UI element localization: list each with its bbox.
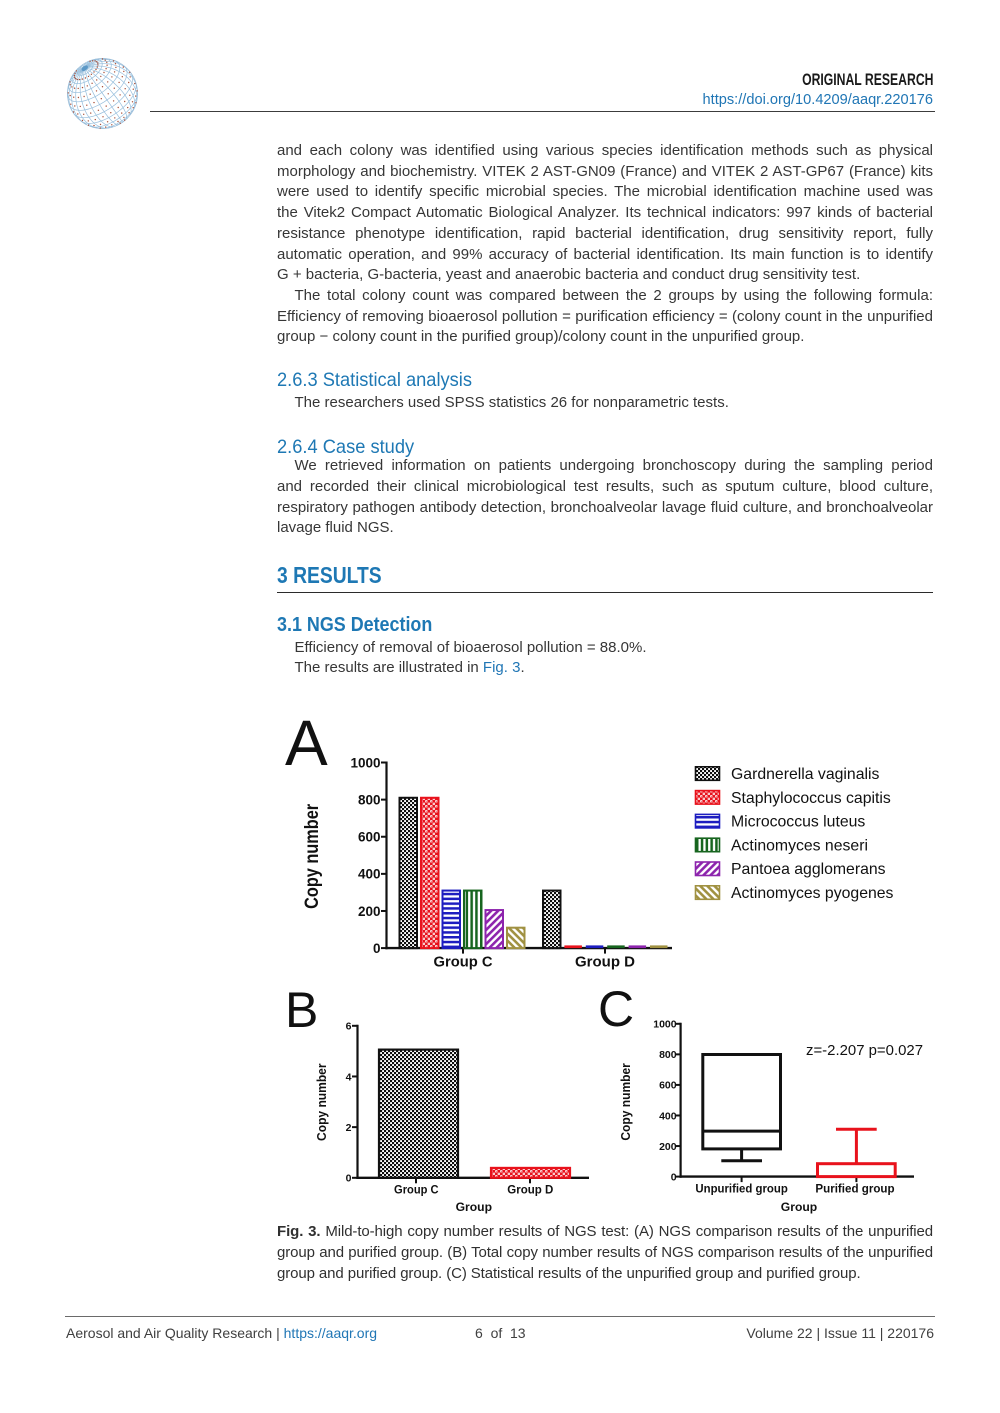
svg-text:0: 0 xyxy=(671,1171,677,1183)
svg-text:Group C: Group C xyxy=(434,955,494,971)
svg-text:0: 0 xyxy=(346,1173,352,1185)
svg-text:600: 600 xyxy=(358,830,381,845)
svg-text:Group D: Group D xyxy=(575,955,635,971)
svg-text:Copy number: Copy number xyxy=(302,803,323,909)
svg-text:Staphylococcus capitis: Staphylococcus capitis xyxy=(731,790,891,807)
svg-text:800: 800 xyxy=(659,1049,677,1061)
svg-text:200: 200 xyxy=(659,1141,677,1153)
svg-text:1000: 1000 xyxy=(653,1019,677,1031)
svg-text:200: 200 xyxy=(358,904,381,919)
svg-text:B: B xyxy=(285,982,318,1038)
svg-text:Purified group: Purified group xyxy=(815,1182,894,1196)
svg-text:Copy number: Copy number xyxy=(314,1063,329,1141)
svg-text:C: C xyxy=(598,981,634,1037)
svg-text:400: 400 xyxy=(659,1110,677,1122)
svg-text:Unpurified group: Unpurified group xyxy=(695,1182,787,1196)
svg-text:Group: Group xyxy=(456,1200,492,1214)
svg-text:Group D: Group D xyxy=(507,1182,553,1196)
svg-text:1000: 1000 xyxy=(350,755,380,770)
svg-text:Copy number: Copy number xyxy=(618,1063,633,1141)
svg-text:Group C: Group C xyxy=(394,1182,439,1196)
svg-text:Gardnerella vaginalis: Gardnerella vaginalis xyxy=(731,766,879,783)
svg-text:A: A xyxy=(285,707,328,779)
svg-text:800: 800 xyxy=(358,792,381,807)
svg-text:Actinomyces pyogenes: Actinomyces pyogenes xyxy=(731,885,894,902)
svg-text:0: 0 xyxy=(373,941,381,956)
svg-text:6: 6 xyxy=(346,1021,352,1033)
svg-text:400: 400 xyxy=(358,867,381,882)
svg-text:2: 2 xyxy=(346,1122,352,1134)
svg-text:Micrococcus luteus: Micrococcus luteus xyxy=(731,814,865,831)
svg-text:Group: Group xyxy=(781,1200,817,1214)
svg-text:600: 600 xyxy=(659,1080,677,1092)
svg-text:Pantoea agglomerans: Pantoea agglomerans xyxy=(731,861,886,878)
svg-text:Actinomyces neseri: Actinomyces neseri xyxy=(731,837,868,854)
svg-text:z=-2.207 p=0.027: z=-2.207 p=0.027 xyxy=(806,1043,923,1059)
svg-text:4: 4 xyxy=(346,1071,352,1083)
